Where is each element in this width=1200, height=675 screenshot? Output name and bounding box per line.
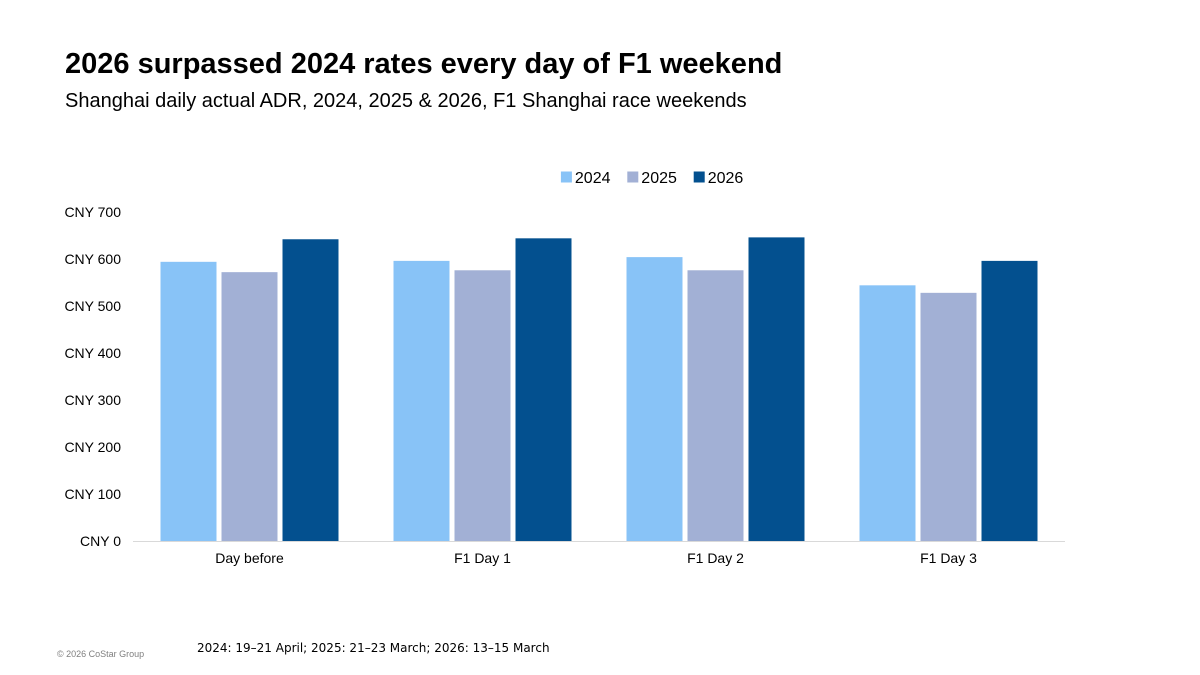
bar-2024-4: [859, 285, 916, 541]
bar-2026-3: [748, 237, 805, 541]
y-tick-label: CNY 500: [64, 298, 121, 314]
bar-2025-3: [687, 270, 744, 541]
y-tick-label: CNY 600: [64, 251, 121, 267]
y-tick-label: CNY 100: [64, 486, 121, 502]
legend-label-2026: 2026: [708, 170, 744, 187]
legend-swatch-2026: [693, 171, 705, 183]
x-axis: Day before F1 Day 1 F1 Day 2 F1 Day 3: [133, 541, 1065, 566]
y-tick-label: CNY 0: [80, 533, 121, 549]
x-tick-label: F1 Day 1: [454, 550, 511, 566]
y-axis: CNY 0 CNY 100 CNY 200 CNY 300 CNY 400 CNY 500…: [64, 204, 121, 549]
y-tick-label: CNY 300: [64, 392, 121, 408]
bar-2025-4: [920, 292, 977, 541]
chart-legend: 2024 2025 2026: [560, 170, 744, 187]
bar-2024-3: [626, 257, 683, 541]
date-footnote: 2024: 19–21 April; 2025: 21–23 March; 20…: [197, 641, 550, 655]
chart-subtitle: Shanghai daily actual ADR, 2024, 2025 & …: [65, 90, 747, 112]
bar-2026-4: [981, 260, 1038, 541]
bar-2025-1: [221, 272, 278, 541]
legend-swatch-2024: [560, 171, 572, 183]
x-tick-label: F1 Day 3: [920, 550, 977, 566]
bars: [160, 237, 1038, 541]
copyright-notice: © 2026 CoStar Group: [57, 649, 145, 659]
legend-label-2024: 2024: [575, 170, 611, 187]
bar-2026-2: [515, 238, 572, 541]
bar-2025-2: [454, 270, 511, 541]
bar-2026-1: [282, 239, 339, 541]
bar-2024-2: [393, 260, 450, 541]
x-tick-label: F1 Day 2: [687, 550, 744, 566]
y-tick-label: CNY 400: [64, 345, 121, 361]
bar-2024-1: [160, 261, 217, 541]
legend-swatch-2025: [627, 171, 639, 183]
legend-label-2025: 2025: [641, 170, 677, 187]
x-tick-label: Day before: [215, 550, 284, 566]
chart-title: 2026 surpassed 2024 rates every day of F…: [65, 48, 783, 80]
y-tick-label: CNY 700: [64, 204, 121, 220]
y-tick-label: CNY 200: [64, 439, 121, 455]
